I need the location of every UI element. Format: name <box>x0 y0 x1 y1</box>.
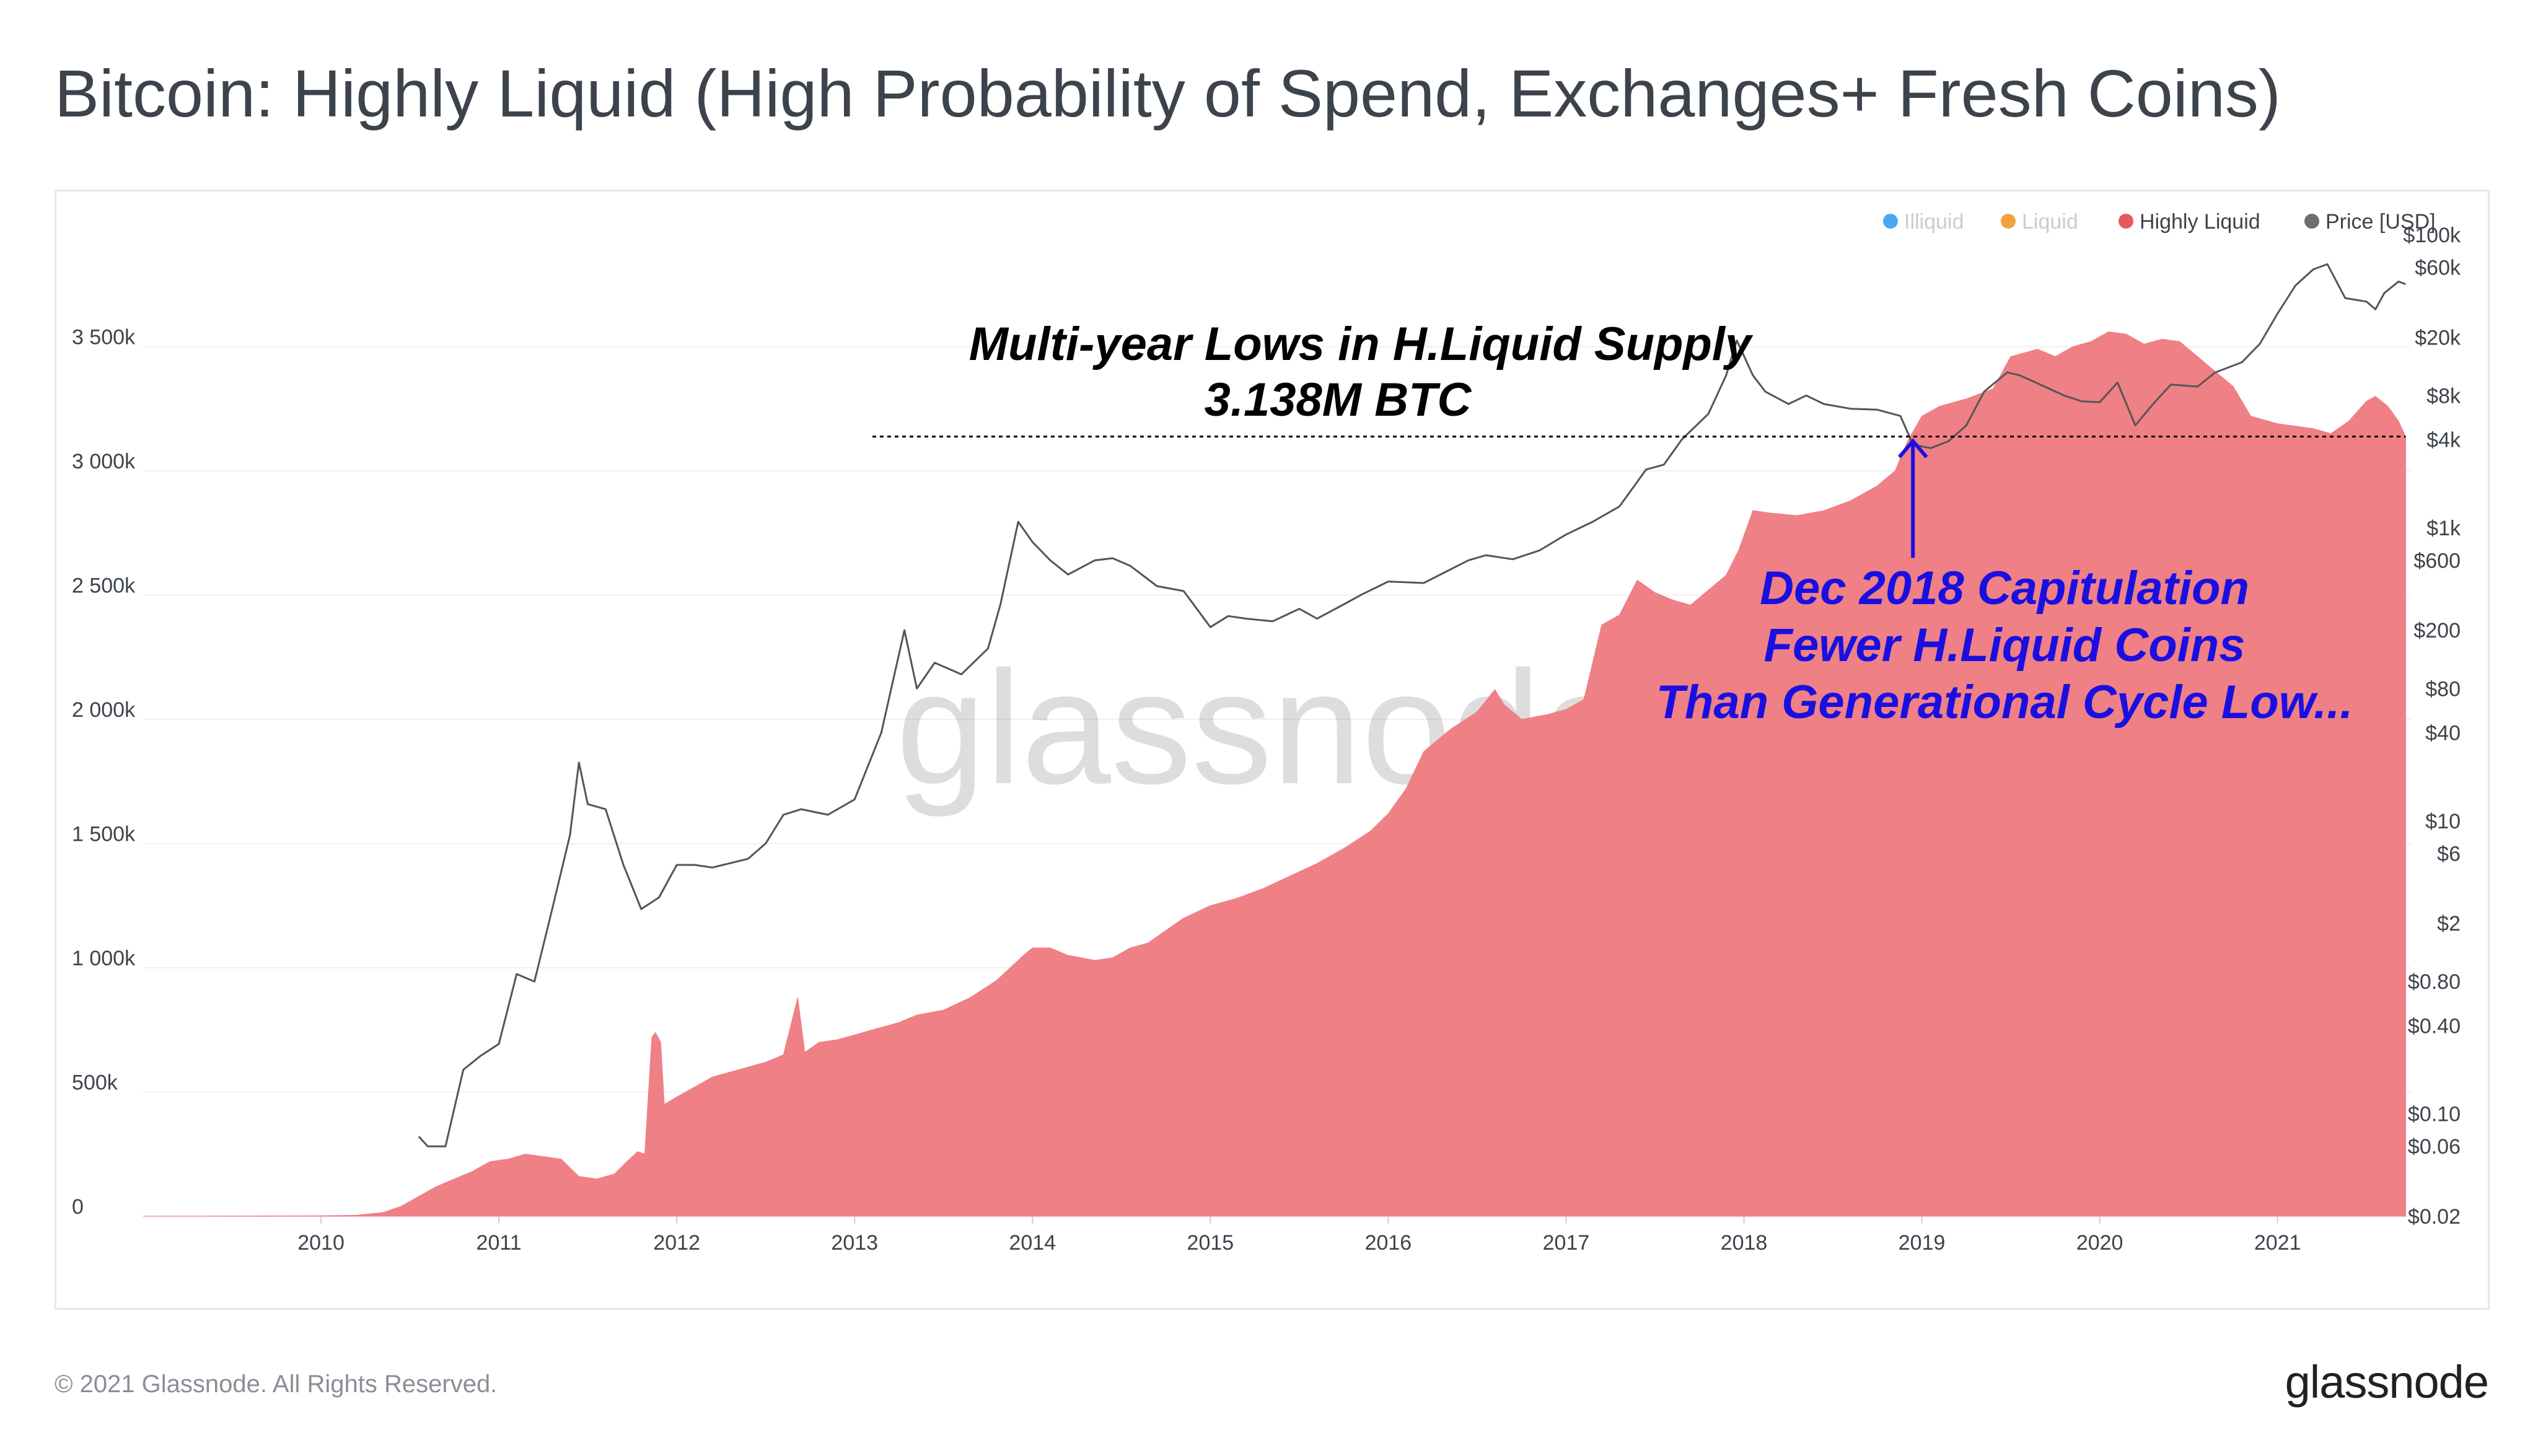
legend-label: Price [USD] <box>2325 210 2436 234</box>
x-tick-label: 2015 <box>1187 1231 1234 1255</box>
right-axis-ticks: $0.02 $0.06 $0.10 $0.40 $0.80 $2 $6 $10 $40 $80 $2… <box>2403 224 2461 1229</box>
right-tick-label: $20k <box>2415 326 2461 349</box>
footer-copyright: © 2021 Glassnode. All Rights Reserved. <box>55 1370 498 1398</box>
right-tick-label: $80 <box>2425 677 2461 701</box>
right-tick-label: $8k <box>2426 384 2461 408</box>
left-tick-label: 2 500k <box>72 574 136 597</box>
x-tick-label: 2010 <box>297 1231 345 1255</box>
right-tick-label: $10 <box>2425 810 2461 833</box>
annotation-lows-line1: Multi-year Lows in H.Liquid Supply <box>969 318 1754 371</box>
x-tick-label: 2019 <box>1899 1231 1946 1255</box>
left-tick-label: 1 000k <box>72 947 136 970</box>
left-tick-label: 1 500k <box>72 822 136 846</box>
left-tick-label: 0 <box>72 1195 84 1219</box>
price-line-path <box>418 263 2406 1147</box>
legend-item[interactable]: Liquid <box>2001 210 2078 234</box>
right-tick-label: $200 <box>2413 619 2461 642</box>
highly-liquid-area <box>143 331 2406 1217</box>
left-tick-label: 3 500k <box>72 325 136 349</box>
legend-label: Illiquid <box>1904 210 1964 234</box>
capitulation-arrow <box>1897 438 1928 558</box>
legend-label: Highly Liquid <box>2140 210 2260 234</box>
annotation-cap-line2: Fewer H.Liquid Coins <box>1764 619 2246 672</box>
x-tick-label: 2021 <box>2254 1231 2301 1255</box>
left-tick-label: 500k <box>72 1071 118 1094</box>
glassnode-logo[interactable]: glassnode <box>2285 1356 2489 1408</box>
highly-liquid-area-path <box>143 331 2406 1217</box>
legend-item[interactable]: Illiquid <box>1883 210 1964 234</box>
annotation-cap-line3: Than Generational Cycle Low... <box>1656 676 2353 729</box>
right-tick-label: $0.06 <box>2408 1135 2461 1159</box>
legend[interactable]: Illiquid Liquid Highly Liquid Price [USD] <box>1883 210 2436 234</box>
right-tick-label: $600 <box>2413 549 2461 572</box>
right-tick-label: $0.10 <box>2408 1103 2461 1126</box>
legend-dot-icon <box>2119 214 2133 229</box>
x-tick-label: 2014 <box>1009 1231 1056 1255</box>
right-tick-label: $0.40 <box>2408 1014 2461 1038</box>
right-tick-label: $4k <box>2426 429 2461 452</box>
x-tick-label: 2016 <box>1365 1231 1412 1255</box>
page-title: Bitcoin: Highly Liquid (High Probability… <box>55 56 2281 131</box>
arrow-head <box>1897 438 1928 458</box>
legend-label: Liquid <box>2022 210 2078 234</box>
left-tick-label: 2 000k <box>72 698 136 722</box>
right-tick-label: $2 <box>2437 912 2461 936</box>
legend-dot-icon <box>2001 214 2016 229</box>
right-tick-label: $1k <box>2426 517 2461 540</box>
legend-item[interactable]: Highly Liquid <box>2119 210 2260 234</box>
x-tick-label: 2012 <box>653 1231 700 1255</box>
right-tick-label: $0.80 <box>2408 970 2461 994</box>
legend-dot-icon <box>1883 214 1898 229</box>
x-tick-label: 2017 <box>1543 1231 1590 1255</box>
x-tick-label: 2020 <box>2076 1231 2123 1255</box>
legend-item[interactable]: Price [USD] <box>2304 210 2436 234</box>
right-tick-label: $6 <box>2437 842 2461 866</box>
x-tick-label: 2011 <box>476 1231 522 1255</box>
x-tick-label: 2013 <box>831 1231 878 1255</box>
annotation-lows-line2: 3.138M BTC <box>1205 374 1472 426</box>
legend-dot-icon <box>2304 214 2319 229</box>
left-tick-label: 3 000k <box>72 450 136 473</box>
price-line <box>418 263 2406 1147</box>
x-tick-label: 2018 <box>1721 1231 1768 1255</box>
right-tick-label: $40 <box>2425 721 2461 745</box>
left-axis-ticks: 0 500k 1 000k 1 500k 2 000k 2 500k 3 000k 3 500… <box>72 325 136 1219</box>
x-axis-ticks: 2010 2011 2012 2013 2014 2015 2016 2017 2018 2019… <box>297 1216 2301 1255</box>
right-tick-label: $0.02 <box>2408 1205 2461 1229</box>
right-tick-label: $100k <box>2403 224 2461 247</box>
annotation-cap-line1: Dec 2018 Capitulation <box>1760 562 2249 615</box>
chart-frame: glassnode 0 500k 1 000k 1 500k 2 000k 2 500k 3… <box>55 190 2490 1310</box>
right-tick-label: $60k <box>2415 256 2461 279</box>
